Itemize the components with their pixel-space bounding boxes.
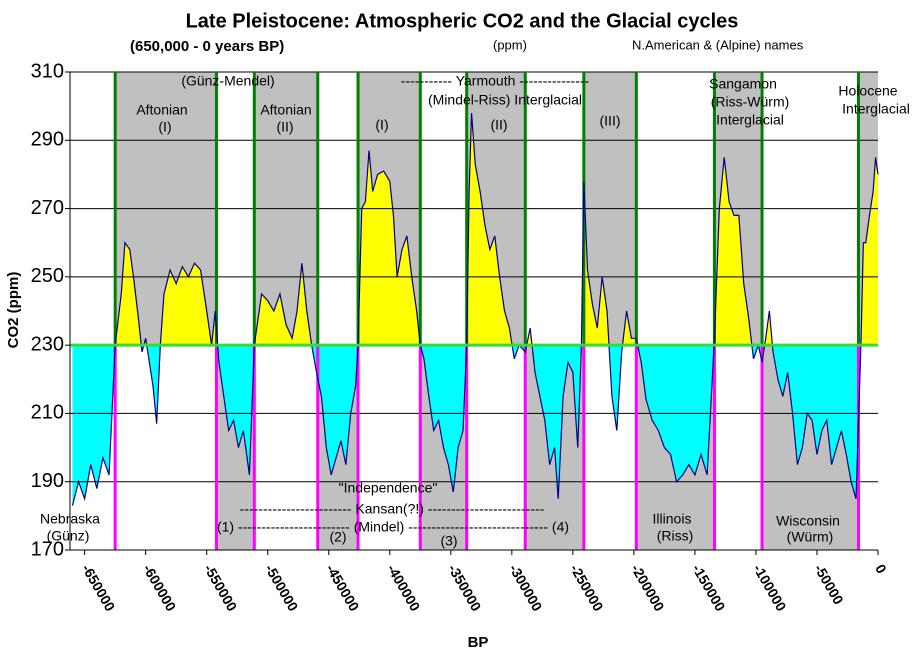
y-tick-label: 230 — [31, 333, 64, 355]
y-tick-label: 290 — [31, 129, 64, 151]
annotation: (Mindel-Riss) Interglacial — [428, 92, 582, 108]
annotation: Sangamon — [709, 76, 777, 92]
x-tick-label: -200000 — [628, 561, 668, 614]
unit-note: (ppm) — [493, 37, 527, 52]
annotation: Aftonian — [260, 102, 311, 118]
x-tick-label: -250000 — [567, 561, 607, 614]
y-tick-label: 310 — [31, 60, 64, 82]
area-below — [72, 345, 878, 506]
names-note: N.American & (Alpine) names — [632, 37, 804, 52]
annotation: Interglacial — [842, 101, 910, 117]
x-tick-label: -600000 — [140, 561, 180, 614]
x-tick-label: -650000 — [79, 561, 119, 614]
annotation: (II) — [490, 117, 507, 133]
annotation: (I) — [375, 117, 388, 133]
y-tick-label: 250 — [31, 265, 64, 287]
annotation: "Independence" — [339, 480, 438, 496]
annotation: (Riss) — [657, 528, 694, 544]
y-axis-label: CO2 (ppm) — [5, 272, 22, 349]
annotation: ----------- Yarmouth --------------- — [401, 73, 590, 89]
annotation: (3) — [440, 533, 457, 549]
x-tick-label: -400000 — [384, 561, 424, 614]
subtitle: (650,000 - 0 years BP) — [130, 38, 284, 55]
annotation: Wisconsin — [776, 513, 840, 529]
x-tick-label: -50000 — [811, 561, 847, 607]
annotations: (Günz-Mendel)Aftonian(I)Aftonian(II)----… — [40, 73, 910, 549]
annotation: (II) — [276, 119, 293, 135]
chart-title: Late Pleistocene: Atmospheric CO2 and th… — [186, 10, 739, 32]
annotation: (1) ------------------------ (Mindel) --… — [217, 519, 569, 535]
annotation: (2) — [329, 529, 346, 545]
x-tick-label: -500000 — [262, 561, 302, 614]
x-tick-label: 0 — [872, 561, 890, 576]
annotation: (I) — [158, 119, 171, 135]
x-tick-label: -100000 — [750, 561, 790, 614]
annotation: Aftonian — [136, 102, 187, 118]
y-tick-label: 210 — [31, 402, 64, 424]
annotation: Illinois — [653, 511, 692, 527]
annotation: Holocene — [838, 83, 897, 99]
annotation: Interglacial — [716, 112, 784, 128]
x-tick-label: -350000 — [445, 561, 485, 614]
y-tick-label: 270 — [31, 197, 64, 219]
x-tick-label: -450000 — [323, 561, 363, 614]
co2-line — [71, 112, 879, 506]
annotation: (Würm) — [787, 529, 834, 545]
x-tick-label: -150000 — [689, 561, 729, 614]
annotation: (Günz-Mendel) — [181, 73, 274, 89]
annotation: (Günz) — [47, 528, 90, 544]
x-tick-label: -300000 — [506, 561, 546, 614]
area-above — [115, 112, 878, 346]
annotation: (Riss-Würm) — [711, 94, 790, 110]
x-axis-label: BP — [468, 634, 489, 651]
x-tick-label: -550000 — [201, 561, 241, 614]
annotation: ------------------------ Kansan(?!) ----… — [240, 501, 545, 517]
y-tick-label: 170 — [31, 538, 64, 560]
y-tick-label: 190 — [31, 470, 64, 492]
annotation: Nebraska — [40, 511, 100, 527]
annotation: (III) — [600, 113, 621, 129]
